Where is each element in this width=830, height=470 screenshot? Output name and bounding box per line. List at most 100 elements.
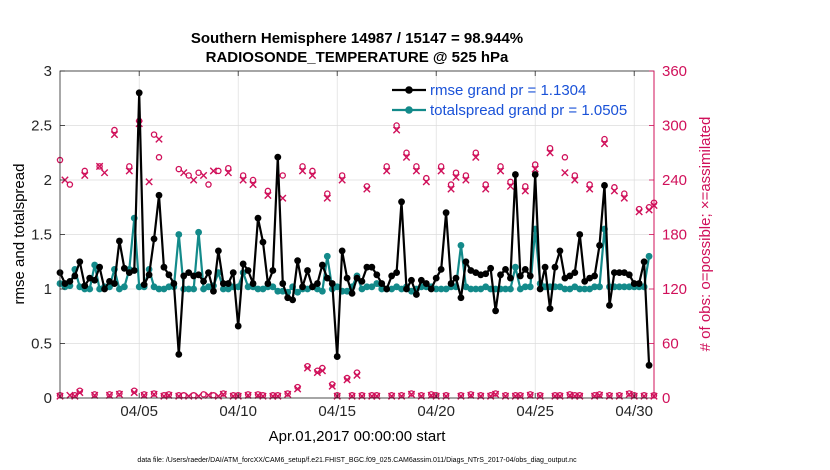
obs-assimilated-marker (110, 130, 119, 139)
obs-assimilated-marker (219, 390, 228, 399)
obs-assimilated-marker (279, 194, 287, 202)
series-point-rmse (140, 281, 148, 289)
obs-possible-marker (264, 187, 272, 195)
obs-assimilated-marker (224, 169, 232, 177)
obs-assimilated-marker (81, 171, 89, 180)
obs-assimilated-marker (180, 169, 188, 177)
series-point-rmse (269, 267, 277, 274)
obs-assimilated-marker (506, 182, 515, 191)
obs-assimilated-marker (402, 153, 411, 161)
obs-assimilated-stroke (452, 173, 460, 181)
obs-possible-marker (116, 390, 123, 397)
obs-assimilated-stroke (383, 167, 391, 175)
obs-possible-marker (522, 183, 529, 190)
y-tick-label-left: 0 (44, 390, 52, 407)
obs-assimilated-stroke (437, 167, 445, 175)
obs-possible-marker (338, 172, 346, 179)
y-axis-label-left: rmse and totalspread (11, 164, 28, 305)
series-point-rmse (606, 301, 613, 309)
x-tick-label: 04/10 (219, 403, 257, 420)
obs-possible-marker (215, 167, 222, 175)
series-point-rmse (492, 307, 499, 315)
series-point-spread (526, 283, 534, 291)
series-point-spread (467, 285, 475, 293)
obs-assimilated-stroke (635, 208, 643, 216)
series-point-rmse (427, 285, 435, 293)
obs-assimilated-stroke (105, 391, 114, 399)
obs-assimilated-marker (105, 391, 114, 399)
series-point-spread (190, 285, 198, 293)
obs-assimilated-marker (150, 390, 158, 399)
obs-assimilated-marker (452, 173, 460, 181)
obs-assimilated-stroke (264, 191, 272, 200)
obs-assimilated-stroke (472, 153, 480, 161)
series-point-rmse (368, 263, 376, 271)
series-point-spread (591, 283, 598, 291)
obs-assimilated-stroke (571, 176, 579, 184)
series-point-rmse (581, 277, 589, 285)
series-point-rmse (185, 269, 193, 277)
obs-assimilated-stroke (204, 391, 213, 399)
series-point-rmse (81, 282, 89, 290)
series-point-rmse (111, 280, 118, 287)
series-point-rmse (413, 291, 420, 298)
y-tick-label-left: 0.5 (31, 336, 52, 353)
series-point-spread (368, 283, 376, 291)
obs-possible-marker (507, 178, 514, 186)
series-point-spread (333, 283, 341, 291)
obs-possible-marker (611, 184, 618, 191)
obs-assimilated-stroke (447, 185, 455, 193)
obs-possible-marker (106, 391, 113, 398)
obs-assimilated-stroke (531, 165, 539, 173)
legend-marker-rmse (405, 86, 413, 94)
series-point-spread (363, 283, 371, 291)
obs-assimilated-marker (571, 176, 579, 184)
obs-assimilated-marker (338, 176, 346, 184)
obs-assimilated-marker (155, 135, 163, 143)
series-point-rmse (531, 171, 539, 178)
series-point-rmse (170, 280, 178, 287)
series-point-spread (620, 283, 628, 291)
series-point-rmse (338, 247, 346, 255)
obs-assimilated-stroke (81, 171, 89, 180)
obs-assimilated-stroke (561, 169, 569, 177)
series-point-spread (432, 285, 440, 293)
obs-assimilated-stroke (279, 194, 287, 202)
obs-possible-marker (472, 149, 480, 156)
series-point-spread (86, 285, 94, 293)
obs-assimilated-stroke (100, 169, 109, 177)
obs-assimilated-marker (239, 176, 247, 184)
obs-assimilated-marker (308, 171, 317, 180)
series-point-rmse (576, 231, 584, 238)
series-point-rmse (383, 285, 391, 293)
series-point-rmse (348, 289, 356, 297)
series-point-spread (234, 283, 242, 291)
obs-possible-marker (96, 163, 103, 170)
obs-assimilated-marker (343, 376, 351, 384)
series-point-rmse (165, 271, 173, 279)
obs-assimilated-marker (496, 167, 505, 175)
obs-assimilated-stroke (140, 391, 148, 399)
obs-assimilated-marker (482, 185, 490, 193)
series-point-rmse (363, 263, 371, 271)
y-tick-label-left: 2 (44, 172, 52, 189)
series-point-spread (323, 252, 331, 260)
series-point-rmse (422, 280, 430, 287)
y-tick-label-left: 2.5 (31, 118, 52, 135)
series-point-spread (219, 285, 227, 293)
series-point-spread (502, 285, 509, 293)
obs-possible-marker (561, 154, 569, 161)
y-tick-label-left: 3 (44, 63, 52, 80)
obs-assimilated-marker (491, 390, 500, 399)
obs-assimilated-stroke (462, 176, 470, 184)
obs-assimilated-stroke (284, 390, 292, 399)
obs-possible-marker (279, 172, 286, 179)
obs-possible-marker (126, 163, 133, 170)
obs-assimilated-stroke (189, 176, 198, 184)
series-point-rmse (591, 272, 598, 280)
series-point-rmse (130, 267, 138, 274)
obs-assimilated-stroke (249, 180, 257, 189)
obs-possible-marker (408, 390, 415, 397)
obs-possible-marker (324, 190, 331, 197)
obs-assimilated-stroke (328, 382, 336, 390)
